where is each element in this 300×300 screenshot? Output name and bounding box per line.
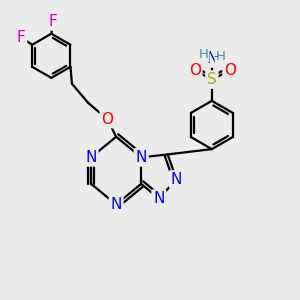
Text: F: F	[17, 30, 26, 45]
Text: N: N	[110, 197, 122, 212]
Text: N: N	[171, 172, 182, 187]
Text: N: N	[153, 191, 164, 206]
Text: O: O	[189, 63, 201, 78]
Text: -: -	[214, 50, 218, 64]
Text: N: N	[206, 51, 218, 66]
Text: N: N	[136, 150, 147, 165]
Text: H: H	[199, 48, 208, 62]
Text: O: O	[101, 112, 113, 127]
Text: S: S	[207, 72, 217, 87]
Text: O: O	[224, 63, 236, 78]
Text: H: H	[216, 50, 226, 63]
Text: F: F	[49, 14, 57, 29]
Text: N: N	[85, 150, 97, 165]
